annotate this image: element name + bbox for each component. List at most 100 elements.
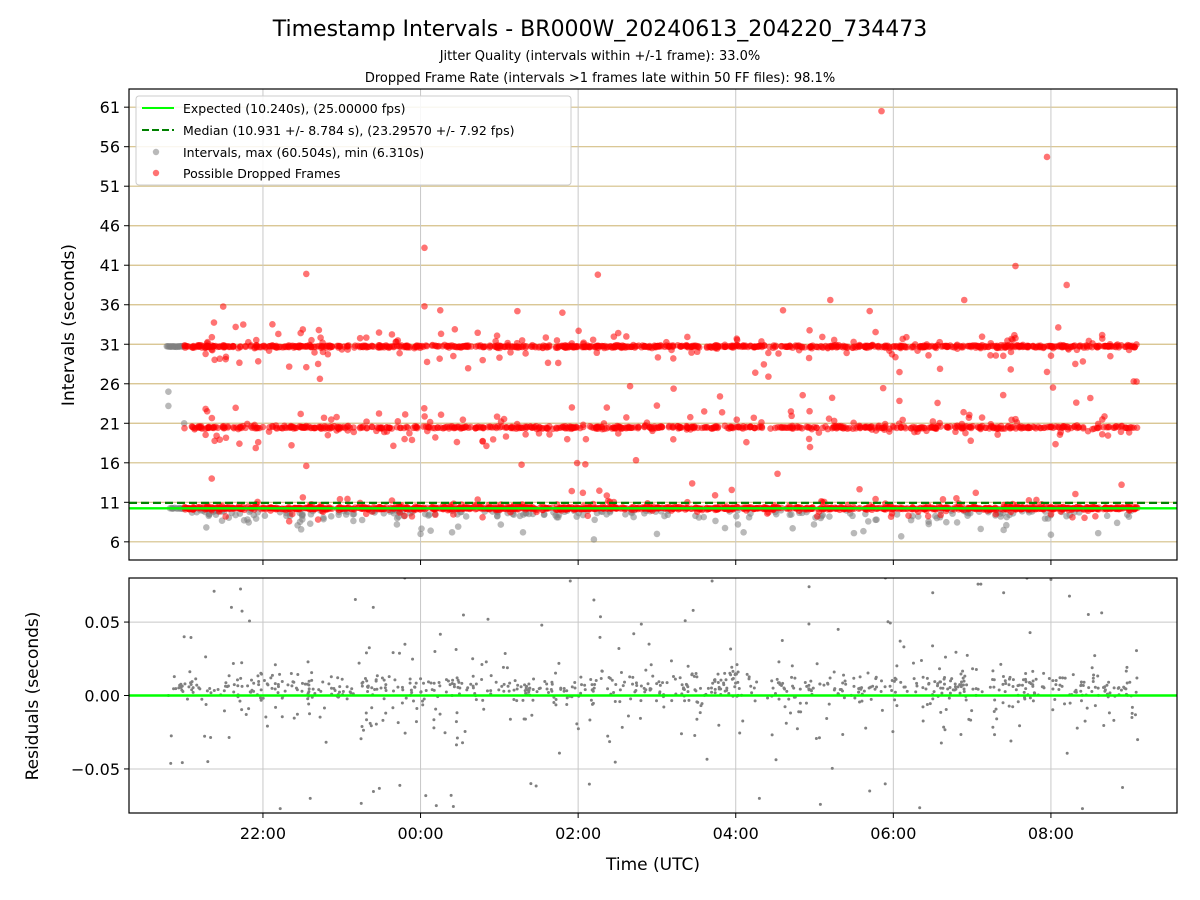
dropped-frame-point	[1046, 342, 1053, 350]
residual-point	[782, 686, 786, 690]
residual-point	[949, 679, 953, 683]
residual-point	[921, 705, 925, 709]
residual-point	[1083, 719, 1087, 723]
residual-point	[965, 683, 969, 687]
residual-point	[777, 697, 781, 701]
chart-subtitle-dropped: Dropped Frame Rate (intervals >1 frames …	[365, 71, 835, 86]
residual-point	[508, 717, 512, 721]
dropped-frame-point	[380, 428, 388, 436]
residual-point	[795, 727, 799, 731]
interval-point	[519, 529, 527, 536]
residual-point	[695, 675, 699, 679]
dropped-frame-point	[239, 321, 247, 328]
dropped-frame-point	[363, 418, 370, 425]
residual-point	[274, 705, 278, 709]
residual-point	[1041, 685, 1045, 689]
dropped-frame-point	[987, 351, 994, 359]
dropped-frame-point	[1128, 342, 1136, 350]
residual-point	[644, 668, 648, 672]
dropped-frame-point	[743, 438, 750, 446]
residual-point	[429, 681, 433, 685]
dropped-frame-point	[420, 423, 427, 430]
dropped-frame-point	[584, 512, 592, 520]
residual-point	[962, 687, 966, 691]
interval-point	[860, 527, 867, 535]
dropped-frame-point	[944, 343, 952, 351]
residual-point	[265, 682, 269, 686]
dropped-frame-point	[514, 424, 522, 431]
residual-point	[864, 726, 868, 730]
residual-point	[807, 683, 811, 687]
dropped-frame-point	[1069, 514, 1076, 521]
residual-point	[557, 661, 561, 665]
residual-point	[321, 680, 325, 684]
residual-point	[377, 786, 381, 790]
dropped-frame-point	[259, 423, 267, 431]
dropped-frame-point	[756, 423, 764, 430]
dropped-frame-point	[721, 341, 729, 349]
dropped-frame-point	[896, 397, 903, 405]
dropped-frame-point	[796, 343, 804, 350]
residual-point	[1058, 676, 1062, 680]
residual-point	[1112, 686, 1116, 690]
dropped-frame-point	[646, 342, 653, 350]
residual-point	[736, 680, 740, 684]
dropped-frame-point	[375, 410, 383, 417]
dropped-frame-point	[222, 434, 230, 442]
residual-point	[753, 699, 757, 703]
dropped-frame-point	[388, 425, 396, 432]
dropped-frame-point	[806, 443, 814, 451]
residual-point	[583, 688, 587, 692]
residual-point	[397, 651, 401, 655]
residual-point	[471, 686, 475, 690]
dropped-frame-point	[789, 344, 796, 352]
dropped-frame-point	[333, 413, 340, 421]
residual-point	[860, 699, 864, 703]
dropped-frame-point	[479, 514, 486, 521]
legend-dropped-swatch	[152, 169, 160, 177]
dropped-frame-point	[738, 343, 746, 351]
residual-point	[683, 619, 687, 623]
dropped-frame-point	[634, 424, 642, 432]
residual-point	[1051, 708, 1055, 712]
interval-point	[953, 519, 961, 526]
residual-point	[527, 689, 531, 693]
residual-point	[687, 698, 691, 702]
residual-point	[836, 627, 840, 631]
residual-point	[963, 674, 967, 678]
residual-point	[454, 648, 458, 652]
dropped-frame-point	[545, 343, 553, 350]
residual-point	[592, 598, 596, 602]
residual-point	[375, 687, 379, 691]
residual-point	[232, 683, 236, 687]
dropped-frame-point	[479, 356, 486, 364]
legend-intervals-label: Intervals, max (60.504s), min (6.310s)	[183, 145, 424, 160]
residual-point	[359, 801, 363, 805]
dropped-frame-point	[252, 444, 260, 452]
residual-point	[731, 669, 735, 673]
dropped-frame-point	[528, 343, 536, 351]
residual-point	[608, 740, 612, 744]
residual-point	[172, 675, 176, 679]
residual-point	[512, 698, 516, 702]
residual-point	[1122, 685, 1126, 689]
dropped-frame-point	[455, 423, 463, 431]
dropped-frame-point	[476, 343, 484, 350]
residual-point	[508, 681, 512, 685]
residual-point	[1136, 738, 1140, 742]
residual-point	[306, 660, 310, 664]
interval-point	[1003, 521, 1010, 529]
residual-point	[419, 690, 423, 694]
dropped-frame-point	[598, 425, 606, 433]
residual-point	[938, 667, 942, 671]
residual-point	[411, 699, 415, 703]
residual-point	[239, 587, 243, 591]
residual-point	[455, 676, 459, 680]
dropped-frame-point	[315, 326, 323, 334]
residual-point	[818, 802, 822, 806]
residual-point	[992, 709, 996, 713]
residual-point	[1032, 691, 1036, 695]
residual-point	[991, 725, 995, 729]
interval-point	[622, 510, 629, 518]
dropped-frame-point	[396, 509, 403, 516]
